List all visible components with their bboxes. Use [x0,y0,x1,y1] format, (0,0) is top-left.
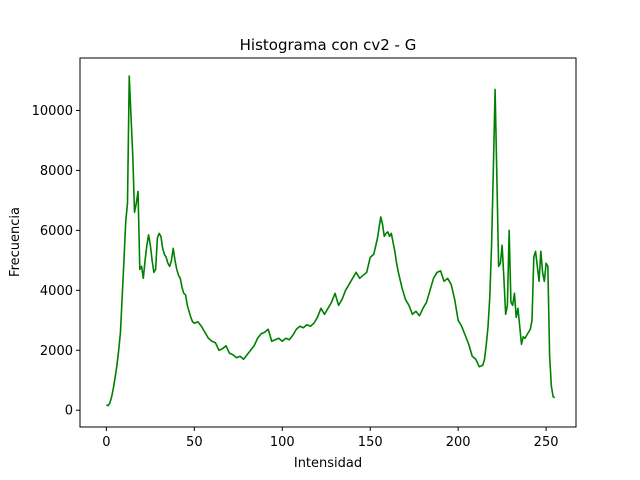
x-axis: 0 50 100 150 200 250 [102,427,559,450]
y-tick-label: 8000 [40,164,73,179]
y-axis: 0 2000 4000 6000 8000 10000 [32,104,80,419]
y-tick-label: 2000 [40,344,73,359]
y-axis-label: Frecuencia [8,207,23,277]
plot-area [106,75,556,407]
x-tick-label: 150 [358,435,383,450]
y-tick-label: 0 [65,404,73,419]
chart-title: Histograma con cv2 - G [240,36,417,54]
x-axis-label: Intensidad [294,456,362,471]
x-tick-label: 200 [446,435,471,450]
y-tick-label: 6000 [40,224,73,239]
x-tick-label: 50 [186,435,203,450]
x-tick-label: 250 [534,435,559,450]
axes-frame [79,57,577,428]
y-tick-label: 10000 [32,104,73,119]
x-tick-label: 100 [270,435,295,450]
y-tick-label: 4000 [40,284,73,299]
series-line-0 [106,75,556,407]
x-tick-label: 0 [102,435,110,450]
